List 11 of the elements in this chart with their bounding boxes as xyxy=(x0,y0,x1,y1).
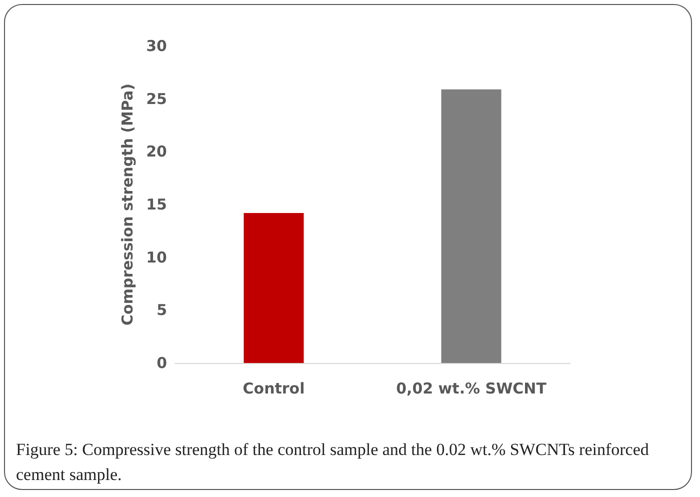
y-tick-label: 25 xyxy=(146,90,167,108)
y-tick-label: 5 xyxy=(156,301,167,320)
y-tick-label: 30 xyxy=(146,37,167,55)
x-tick-label: Control xyxy=(242,380,305,398)
y-tick-label: 20 xyxy=(146,142,167,161)
y-axis-title: Compression strength (MPa) xyxy=(118,84,136,326)
y-tick-label: 15 xyxy=(146,196,167,214)
caption: Figure 5: Compressive strength of the control sample and the 0.02 wt.% SWCNTs reinforced cement sample. xyxy=(16,439,650,486)
x-tick-label: 0,02 wt.% SWCNT xyxy=(396,380,548,398)
y-tick-label: 0 xyxy=(156,354,167,372)
y-tick-label: 10 xyxy=(146,248,167,266)
